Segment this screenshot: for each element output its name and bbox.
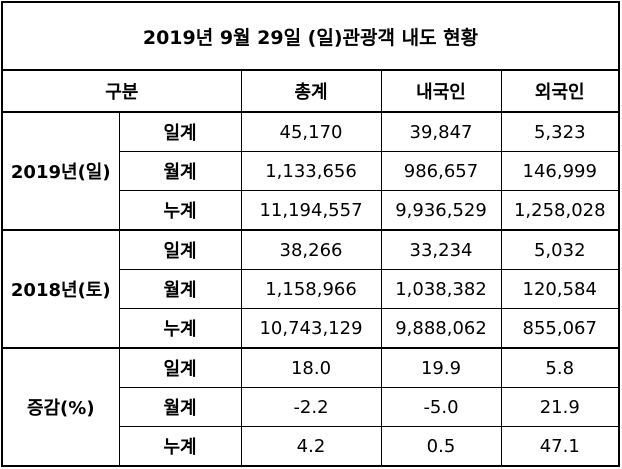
data-row: 2019년(일) 일계 45,170 39,847 5,323: [1, 111, 620, 231]
value-cell: 18.0: [240, 347, 382, 388]
data-row: 누계 4.2 0.5 47.1: [2, 426, 620, 467]
header-cell: 총계: [240, 69, 382, 113]
value-cell: 146,999: [500, 151, 620, 191]
value-cell: 1,133,656: [240, 151, 382, 191]
value-cell: 39,847: [380, 111, 502, 152]
value-cell: -5.0: [380, 387, 502, 427]
value-cell: 4.2: [240, 426, 382, 467]
value-cell: 10,743,129: [240, 308, 382, 349]
value-cell: 21.9: [500, 387, 620, 427]
data-row: 2018년(토) 일계 38,266 33,234 5,032: [1, 229, 620, 349]
data-row: 누계 11,194,557 9,936,529 1,258,028: [2, 190, 620, 231]
value-cell: 9,936,529: [380, 190, 502, 231]
row-label: 월계: [118, 151, 242, 191]
row-label: 누계: [118, 308, 242, 349]
value-cell: 0.5: [380, 426, 502, 467]
value-cell: 5,032: [500, 229, 620, 270]
header-cell: 구분: [1, 69, 242, 113]
value-cell: -2.2: [240, 387, 382, 427]
row-label: 월계: [118, 387, 242, 427]
value-cell: 47.1: [500, 426, 620, 467]
table-title: 2019년 9월 29일 (일)관광객 내도 현황: [1, 1, 620, 71]
value-cell: 120,584: [500, 269, 620, 309]
data-row: 월계 1,158,966 1,038,382 120,584: [2, 269, 620, 309]
row-label: 누계: [118, 426, 242, 467]
title-row: 2019년 9월 29일 (일)관광객 내도 현황: [1, 1, 620, 71]
value-cell: 11,194,557: [240, 190, 382, 231]
data-row: 월계 1,133,656 986,657 146,999: [2, 151, 620, 191]
row-label: 일계: [118, 347, 242, 388]
group-label: 증감(%): [1, 347, 120, 467]
value-cell: 1,258,028: [500, 190, 620, 231]
group-label: 2019년(일): [1, 111, 120, 231]
value-cell: 855,067: [500, 308, 620, 349]
value-cell: 45,170: [240, 111, 382, 152]
data-row: 증감(%) 일계 18.0 19.9 5.8: [1, 347, 620, 467]
data-row: 월계 -2.2 -5.0 21.9: [2, 387, 620, 427]
value-cell: 1,038,382: [380, 269, 502, 309]
row-label: 월계: [118, 269, 242, 309]
header-cell: 내국인: [380, 69, 502, 113]
value-cell: 19.9: [380, 347, 502, 388]
value-cell: 38,266: [240, 229, 382, 270]
value-cell: 33,234: [380, 229, 502, 270]
group-label: 2018년(토): [1, 229, 120, 349]
row-label: 누계: [118, 190, 242, 231]
value-cell: 986,657: [380, 151, 502, 191]
data-row: 누계 10,743,129 9,888,062 855,067: [2, 308, 620, 349]
header-cell: 외국인: [500, 69, 620, 113]
value-cell: 5.8: [500, 347, 620, 388]
row-label: 일계: [118, 111, 242, 152]
value-cell: 1,158,966: [240, 269, 382, 309]
row-label: 일계: [118, 229, 242, 270]
value-cell: 9,888,062: [380, 308, 502, 349]
header-row: 구분 총계 내국인 외국인: [1, 69, 620, 113]
value-cell: 5,323: [500, 111, 620, 152]
